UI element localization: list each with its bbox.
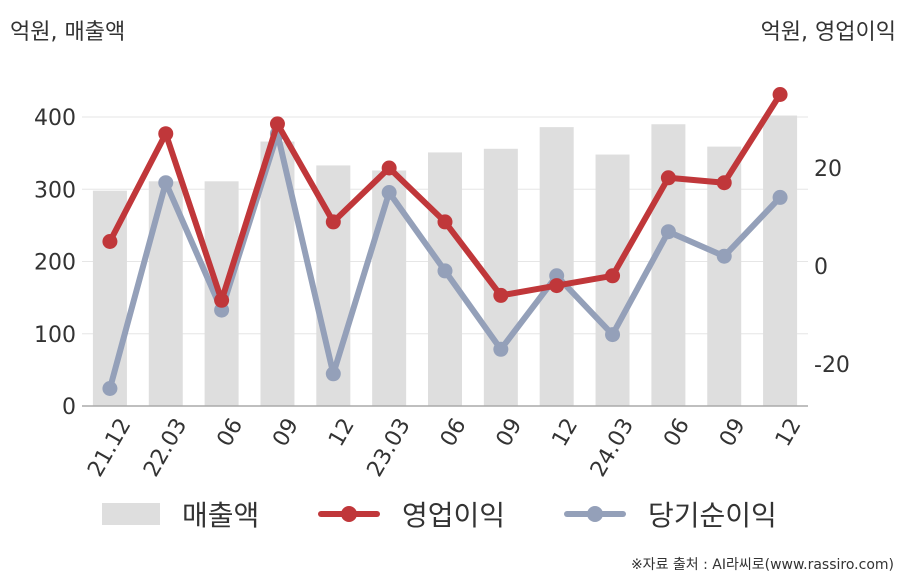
point-operating-profit xyxy=(716,175,732,191)
legend-label-revenue: 매출액 xyxy=(182,499,260,532)
point-operating-profit xyxy=(214,292,230,308)
legend-swatch-operating-profit xyxy=(318,503,380,525)
point-operating-profit xyxy=(158,126,174,142)
point-net-income xyxy=(325,366,341,382)
legend: 매출액 영업이익 당기순이익 xyxy=(0,494,908,534)
bar-revenue xyxy=(428,152,462,406)
bar-revenue xyxy=(539,127,574,407)
point-net-income xyxy=(716,248,732,264)
point-net-income xyxy=(660,224,676,240)
x-tick-label: 06 xyxy=(659,414,695,451)
x-tick-label: 24.03 xyxy=(586,414,639,481)
right-tick-label: -20 xyxy=(814,353,850,378)
bar-series xyxy=(92,115,798,407)
x-tick-label: 23.03 xyxy=(363,414,416,481)
point-net-income xyxy=(381,185,397,200)
legend-item-revenue: 매출액 xyxy=(102,494,259,534)
legend-swatch-revenue xyxy=(102,503,160,525)
point-net-income xyxy=(772,189,788,205)
point-operating-profit xyxy=(549,278,565,294)
point-operating-profit xyxy=(269,116,285,132)
right-tick-label: 0 xyxy=(814,255,828,280)
source-note: ※자료 출처 : AI라씨로(www.rassiro.com) xyxy=(630,557,894,573)
left-tick-label: 400 xyxy=(34,106,76,131)
point-operating-profit xyxy=(325,214,341,230)
x-tick-label: 09 xyxy=(268,414,304,451)
point-net-income xyxy=(605,327,621,343)
point-operating-profit xyxy=(605,268,621,284)
point-operating-profit xyxy=(493,287,509,303)
x-tick-label: 12 xyxy=(324,414,360,451)
bar-revenue xyxy=(651,124,686,406)
x-tick-label: 09 xyxy=(715,414,751,451)
legend-label-net-income: 당기순이익 xyxy=(648,499,777,532)
legend-item-net-income: 당기순이익 xyxy=(564,494,777,534)
x-tick-label: 22.03 xyxy=(139,414,192,481)
left-tick-label: 0 xyxy=(62,395,76,420)
point-net-income xyxy=(102,381,118,396)
x-tick-label: 12 xyxy=(771,414,807,451)
point-net-income xyxy=(158,175,174,191)
point-operating-profit xyxy=(437,214,453,230)
point-operating-profit xyxy=(381,160,397,176)
legend-swatch-net-income xyxy=(564,503,626,525)
x-tick-label: 06 xyxy=(436,414,472,451)
left-axis-unit: 억원, 매출액 xyxy=(10,20,126,45)
point-operating-profit xyxy=(102,234,118,249)
left-tick-label: 100 xyxy=(34,323,76,348)
point-operating-profit xyxy=(660,170,676,186)
point-net-income xyxy=(437,263,453,279)
x-tick-label: 09 xyxy=(492,414,528,451)
left-tick-label: 300 xyxy=(34,178,76,203)
x-tick-label: 12 xyxy=(548,414,584,451)
point-net-income xyxy=(493,341,509,357)
bar-revenue xyxy=(763,115,798,407)
legend-item-operating-profit: 영업이익 xyxy=(318,494,505,534)
x-tick-label: 21.12 xyxy=(83,414,136,481)
x-tick-label: 06 xyxy=(212,414,248,451)
left-tick-label: 200 xyxy=(34,251,76,276)
right-tick-label: 20 xyxy=(814,157,842,182)
right-axis-unit: 억원, 영업이익 xyxy=(760,20,896,45)
bar-revenue xyxy=(92,190,127,406)
point-operating-profit xyxy=(772,87,788,102)
legend-label-operating-profit: 영업이익 xyxy=(402,499,506,532)
line-series xyxy=(102,87,788,396)
